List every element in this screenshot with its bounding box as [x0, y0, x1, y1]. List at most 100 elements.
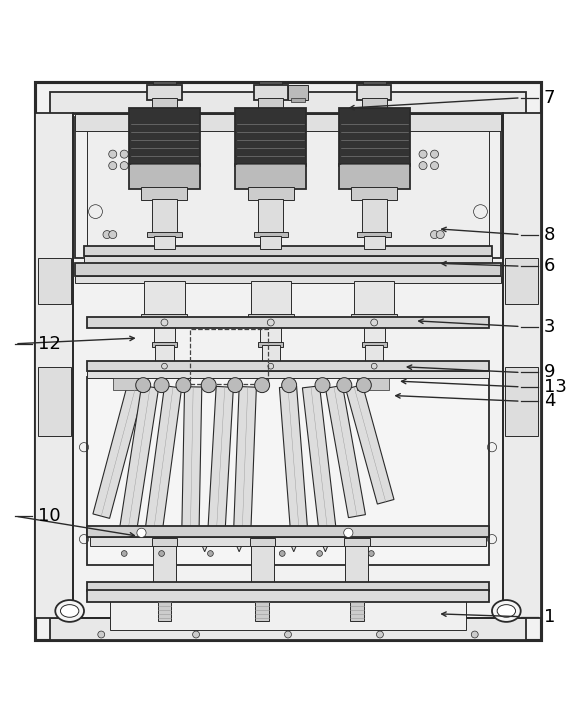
- Bar: [251, 545, 274, 596]
- Circle shape: [109, 230, 117, 238]
- Ellipse shape: [60, 604, 79, 617]
- Circle shape: [369, 551, 374, 557]
- Polygon shape: [325, 386, 365, 518]
- Circle shape: [201, 378, 216, 393]
- Bar: [190, 329, 268, 384]
- Bar: [35, 82, 541, 640]
- Bar: [75, 114, 501, 131]
- Polygon shape: [93, 385, 144, 518]
- Bar: [357, 378, 389, 390]
- Bar: [288, 85, 308, 100]
- Bar: [35, 113, 73, 619]
- Polygon shape: [229, 528, 249, 552]
- Bar: [142, 188, 187, 200]
- Text: 1: 1: [544, 608, 555, 626]
- Bar: [152, 538, 177, 546]
- Circle shape: [176, 378, 191, 393]
- Circle shape: [137, 529, 146, 537]
- Bar: [156, 346, 173, 370]
- Bar: [365, 346, 384, 370]
- Polygon shape: [233, 386, 256, 536]
- Bar: [235, 165, 306, 188]
- Bar: [249, 538, 275, 546]
- Circle shape: [344, 529, 353, 537]
- Text: 13: 13: [544, 378, 567, 396]
- Bar: [75, 264, 501, 276]
- Bar: [350, 596, 364, 621]
- Bar: [152, 342, 177, 347]
- Circle shape: [159, 551, 165, 557]
- Bar: [87, 582, 489, 591]
- Circle shape: [98, 631, 105, 638]
- Bar: [258, 199, 283, 235]
- Bar: [357, 232, 392, 238]
- Bar: [38, 258, 71, 303]
- Polygon shape: [145, 386, 181, 537]
- Bar: [154, 236, 175, 249]
- Bar: [362, 97, 387, 108]
- Bar: [363, 81, 386, 87]
- Bar: [75, 117, 501, 258]
- Bar: [153, 545, 176, 596]
- Bar: [251, 281, 291, 318]
- Polygon shape: [302, 386, 337, 537]
- Circle shape: [471, 631, 478, 638]
- Polygon shape: [194, 528, 215, 552]
- Polygon shape: [315, 528, 336, 552]
- Bar: [248, 188, 294, 200]
- Polygon shape: [154, 528, 175, 552]
- Bar: [87, 371, 489, 378]
- Circle shape: [436, 230, 444, 238]
- Bar: [291, 97, 305, 103]
- Bar: [90, 537, 486, 546]
- Bar: [152, 199, 177, 235]
- Bar: [362, 342, 387, 347]
- Bar: [147, 232, 181, 238]
- Text: 4: 4: [544, 392, 555, 410]
- Bar: [129, 165, 200, 188]
- Circle shape: [279, 551, 285, 557]
- Circle shape: [337, 378, 352, 393]
- Bar: [158, 596, 171, 621]
- Bar: [87, 126, 489, 249]
- Bar: [364, 318, 385, 344]
- Circle shape: [315, 378, 330, 393]
- Ellipse shape: [492, 600, 521, 622]
- Polygon shape: [207, 386, 233, 536]
- Bar: [351, 188, 397, 200]
- Text: 8: 8: [544, 225, 555, 243]
- Bar: [253, 85, 288, 100]
- Text: 9: 9: [544, 363, 555, 381]
- Bar: [145, 281, 184, 318]
- Text: 10: 10: [38, 507, 60, 525]
- Bar: [38, 367, 71, 435]
- Bar: [503, 113, 541, 619]
- Circle shape: [430, 230, 438, 238]
- Circle shape: [419, 162, 427, 170]
- Bar: [129, 108, 200, 165]
- Polygon shape: [119, 386, 158, 538]
- Bar: [346, 545, 369, 596]
- Polygon shape: [346, 385, 394, 504]
- Bar: [235, 108, 306, 165]
- Bar: [364, 236, 385, 249]
- Bar: [73, 113, 503, 619]
- Bar: [344, 538, 370, 546]
- Bar: [153, 81, 176, 87]
- Bar: [50, 618, 526, 640]
- Bar: [84, 256, 492, 264]
- Bar: [87, 361, 489, 371]
- Circle shape: [122, 551, 127, 557]
- Circle shape: [317, 551, 323, 557]
- Circle shape: [430, 162, 438, 170]
- Bar: [505, 367, 538, 435]
- Circle shape: [282, 378, 297, 393]
- Bar: [87, 590, 489, 602]
- Bar: [147, 85, 181, 100]
- Circle shape: [103, 230, 111, 238]
- Circle shape: [109, 162, 117, 170]
- Bar: [362, 199, 387, 235]
- Bar: [354, 281, 395, 318]
- Circle shape: [109, 150, 117, 158]
- Bar: [255, 596, 269, 621]
